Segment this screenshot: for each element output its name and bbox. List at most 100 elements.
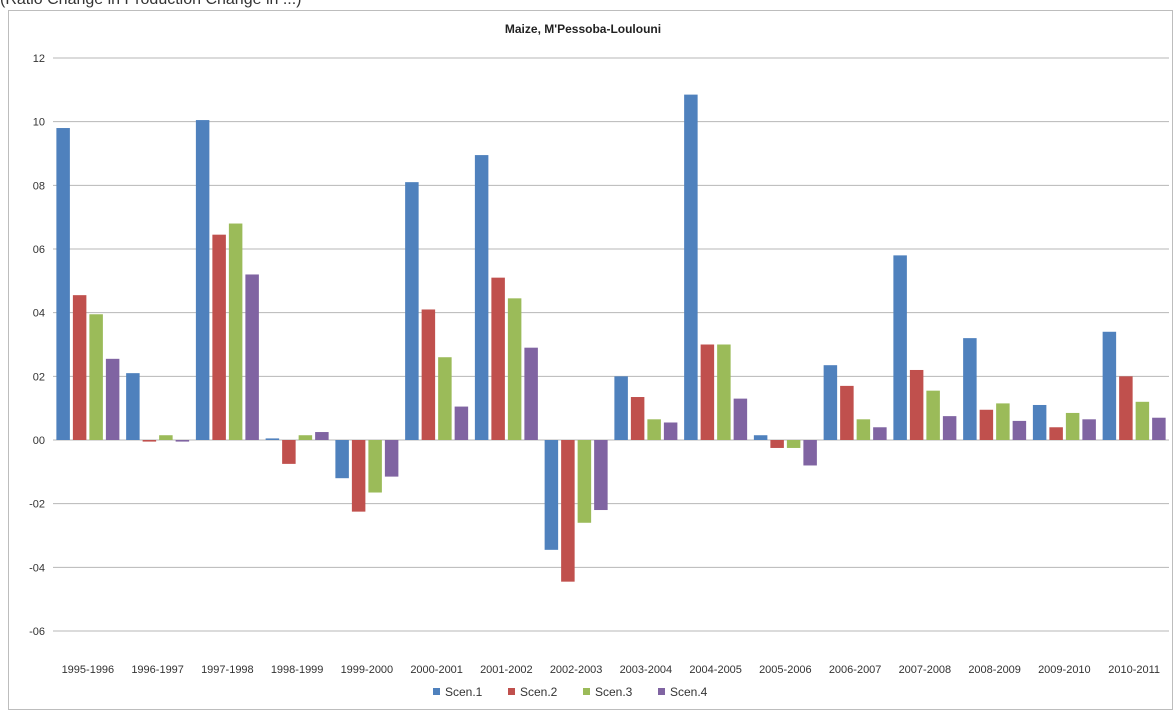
x-tick-label: 2004-2005 [689,664,742,676]
bar [56,128,70,440]
legend-label: Scen.2 [520,685,558,699]
x-tick-label: 2009-2010 [1038,664,1091,676]
axes: 12 10 08 06 04 02 00 -02 -04 -06 1995-1996 1996-199… [29,53,1160,676]
y-tick-label: -04 [29,562,45,574]
bar [126,373,140,440]
y-tick-label: 12 [33,53,45,65]
bar [1049,427,1063,440]
x-tick-label: 2010-2011 [1108,664,1160,676]
y-tick-label: 08 [33,180,45,192]
bar [893,255,907,440]
bar [630,397,645,440]
bar [228,223,243,440]
bar [594,440,608,511]
legend-swatch [658,688,665,695]
x-tick-label: 2005-2006 [759,664,812,676]
bar [175,440,190,442]
bars [56,94,1166,582]
bar [405,182,419,440]
bar [384,440,399,477]
x-tick-label: 2000-2001 [410,664,463,676]
bar [544,440,559,550]
bar [647,419,661,440]
x-tick-label: 1995-1996 [62,664,115,676]
bar [524,347,538,440]
bar [733,398,748,440]
x-tick-label: 1998-1999 [271,664,324,676]
bar [979,409,994,440]
bar [803,440,817,466]
bar [840,385,854,440]
bar [212,234,226,440]
bar [963,338,977,440]
bar [1119,376,1133,440]
bar [89,314,103,440]
clipped-caption: (Ratio Change in Production Change in ..… [0,0,302,9]
x-tick-label: 2002-2003 [550,664,603,676]
bar [105,358,120,440]
bar [700,344,715,440]
bar [926,390,940,440]
bar [717,344,731,440]
y-tick-label: 02 [33,371,45,383]
legend-label: Scen.4 [670,685,708,699]
bar [72,295,87,440]
bar [1032,404,1047,440]
bar [335,440,349,479]
legend-swatch [583,688,590,695]
bar [351,440,366,512]
bar [474,155,489,440]
bar [368,440,382,493]
x-tick-label: 1997-1998 [201,664,254,676]
bar [856,419,871,440]
x-tick-label: 2003-2004 [620,664,673,676]
bar [577,440,592,523]
bar [265,438,280,440]
bar [663,422,678,440]
bar [438,357,452,440]
y-tick-label: 04 [33,308,45,320]
legend-label: Scen.3 [595,685,633,699]
bar [561,440,575,582]
bar [245,274,259,440]
y-tick-label: -02 [29,499,45,511]
bar [142,440,157,442]
bar [454,406,469,440]
x-tick-label: 1996-1997 [131,664,184,676]
y-tick-label: -06 [29,626,45,638]
bar [282,440,296,464]
x-tick-label: 2007-2008 [899,664,952,676]
chart-title: Maize, M'Pessoba-Loulouni [505,22,661,36]
legend-swatch [433,688,440,695]
bar [421,309,436,440]
bar [684,94,698,441]
legend: Scen.1 Scen.2 Scen.3 Scen.4 [433,685,708,699]
bar [1012,420,1027,440]
bar [315,432,329,440]
bar [1102,331,1117,440]
bar [753,435,768,440]
y-tick-label: 06 [33,244,45,256]
bar [1152,417,1166,440]
bar [873,427,887,440]
bar [786,440,801,448]
x-tick-label: 2001-2002 [480,664,533,676]
bar [1135,401,1150,440]
chart-frame: 12 10 08 06 04 02 00 -02 -04 -06 1995-1996 1996-199… [8,10,1173,710]
bar [614,376,628,440]
bar [195,120,210,440]
x-tick-label: 1999-2000 [341,664,394,676]
y-tick-label: 10 [33,117,45,129]
bar [996,403,1010,440]
legend-swatch [508,688,515,695]
bar [298,435,313,440]
bar [823,365,838,440]
legend-label: Scen.1 [445,685,483,699]
bar [942,416,957,441]
bar [909,369,924,440]
bar-chart: 12 10 08 06 04 02 00 -02 -04 -06 1995-1996 1996-199… [29,22,1169,699]
bar [507,298,522,440]
bar [1082,419,1096,440]
x-tick-label: 2008-2009 [968,664,1021,676]
y-tick-label: 00 [33,435,45,447]
